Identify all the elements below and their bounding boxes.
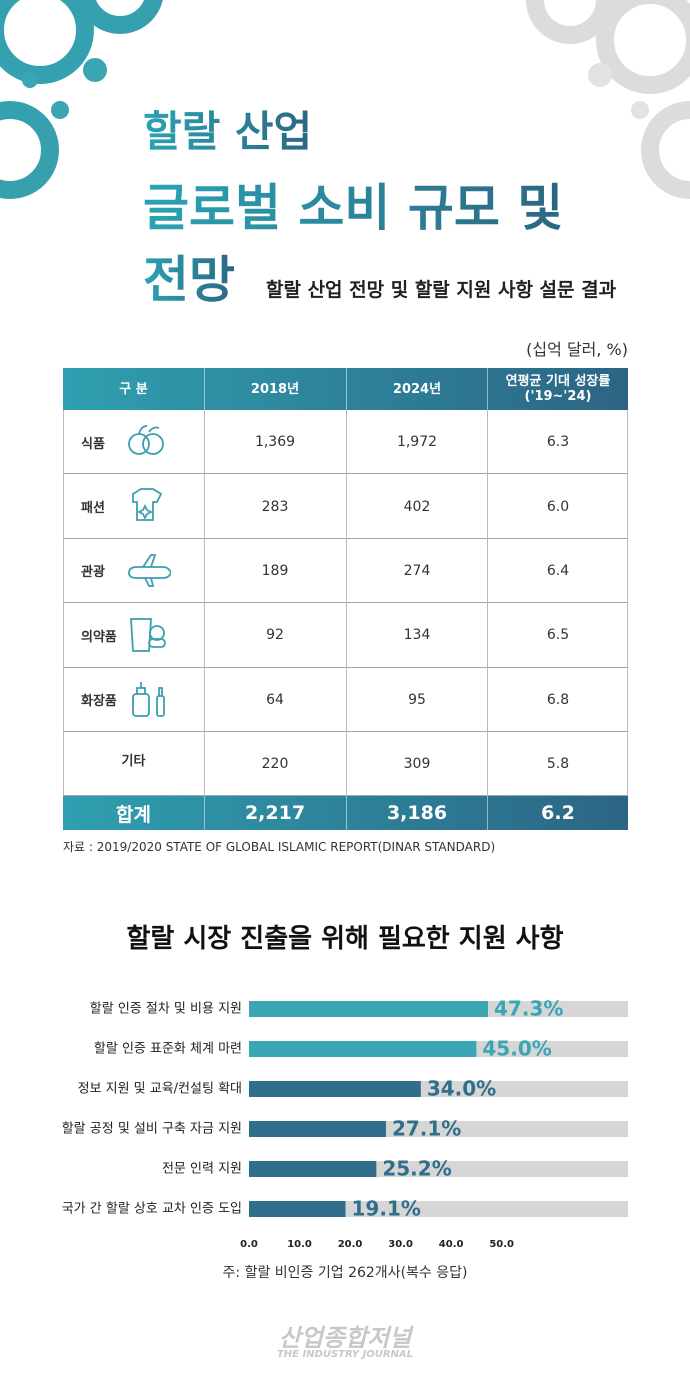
table-cell: 274 [346,538,487,604]
value-label: 45.0% [482,1037,551,1061]
x-tick-label: 20.0 [338,1239,363,1250]
table-cell: 의약품 [81,629,117,645]
value-label: 47.3% [494,997,563,1021]
category-label: 국가 간 할랄 상호 교차 인증 도입 [62,1202,242,1217]
table-cell: 6.5 [487,603,628,668]
category-label: 할랄 인증 절차 및 비용 지원 [90,1002,242,1017]
header-cell: 연평균 기대 성장률 ('19~'24) [487,368,628,410]
row-icon [125,420,171,464]
table-cell: 패션 [81,501,105,517]
row-bg [63,474,628,539]
category-label: 전문 인력 지원 [162,1162,242,1177]
table-cell: 1,972 [346,410,487,475]
icon [128,425,164,455]
bar [249,1161,377,1177]
icon [132,681,165,717]
row-icon [125,678,171,722]
total-cell: 3,186 [346,796,487,831]
icon [130,618,166,653]
table-cell: 283 [204,474,345,539]
table-cell: 5.8 [487,732,628,797]
table: 구 분 2018년 2024년 연평균 기대 성장률 ('19~'24) 식품 1,369… [63,368,628,831]
header-cell: 2024년 [346,368,487,410]
table-cell: 화장품 [81,694,117,710]
row-bg [63,732,628,797]
x-tick-label: 30.0 [388,1239,413,1250]
bar [249,1201,346,1217]
category-label: 할랄 공정 및 설비 구축 자금 지원 [62,1122,242,1137]
logo-sub: THE INDUSTRY JOURNAL [276,1349,414,1360]
table-cell: 189 [204,538,345,604]
source: 자료 : 2019/2020 STATE OF GLOBAL ISLAMIC R… [63,840,496,854]
total-bg [63,796,628,831]
table-cell: 6.0 [487,474,628,539]
table-cell: 220 [204,732,345,797]
x-tick-label: 40.0 [439,1239,464,1250]
value-label: 19.1% [352,1197,421,1221]
row-icon [125,549,171,593]
chart-note: 주: 할랄 비인증 기업 262개사(복수 응답) [222,1265,468,1281]
table-cell: 기타 [121,753,146,769]
row-bg [63,667,628,732]
header-cell: 구 분 [119,381,148,397]
header-cell: 2018년 [204,368,345,410]
category-label: 정보 지원 및 교육/컨설팅 확대 [78,1082,242,1097]
title-line: 전망 [143,240,235,312]
title-line: 할랄 산업 [143,98,312,159]
icon [128,553,171,587]
table-cell: 95 [346,667,487,732]
bar [249,1121,386,1137]
table-cell: 6.8 [487,667,628,732]
bar [249,1001,489,1017]
table-cell: 관광 [81,565,105,581]
row-icon [125,484,171,528]
row-bg [63,410,628,475]
table-cell: 309 [346,732,487,797]
row-bg [63,538,628,604]
table-cell: 식품 [81,436,105,452]
table-cell: 1,369 [204,410,345,475]
chart: 할랄 인증 절차 및 비용 지원 47.3% 할랄 인증 표준화 체계 마련 45.0… [62,997,628,1250]
logo: 산업종합저널 [278,1324,412,1352]
title-line: 글로벌 소비 규모 및 [143,168,563,240]
bar [249,1081,421,1097]
table-cell: 134 [346,603,487,668]
x-tick-label: 0.0 [240,1239,258,1250]
bar [249,1041,477,1057]
value-label: 34.0% [427,1077,496,1101]
value-label: 25.2% [382,1157,451,1181]
table-cell: 402 [346,474,487,539]
row-icon [125,613,171,657]
table-cell: 64 [204,667,345,732]
row-bg [63,603,628,668]
unit: (십억 달러, %) [526,340,628,359]
chart-title: 할랄 시장 진출을 위해 필요한 지원 사항 [126,924,564,954]
x-tick-label: 10.0 [287,1239,312,1250]
decoration [0,0,690,199]
total-cell: 합계 [116,803,151,826]
total-cell: 6.2 [487,796,628,831]
table-cell: 6.4 [487,538,628,604]
table-cell: 92 [204,603,345,668]
table-cell: 6.3 [487,410,628,475]
category-label: 할랄 인증 표준화 체계 마련 [94,1042,242,1057]
header-bg [63,368,628,410]
value-label: 27.1% [392,1117,461,1141]
x-tick-label: 50.0 [489,1239,514,1250]
total-cell: 2,217 [204,796,345,831]
subtitle: 할랄 산업 전망 및 할랄 지원 사항 설문 결과 [266,279,617,301]
icon [132,488,163,522]
